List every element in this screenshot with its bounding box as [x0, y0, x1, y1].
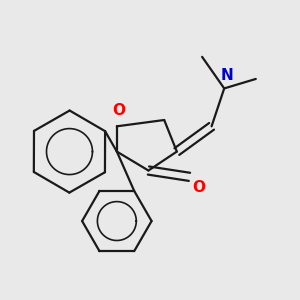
Text: N: N [221, 68, 234, 83]
Text: O: O [193, 180, 206, 195]
Text: O: O [112, 103, 125, 118]
